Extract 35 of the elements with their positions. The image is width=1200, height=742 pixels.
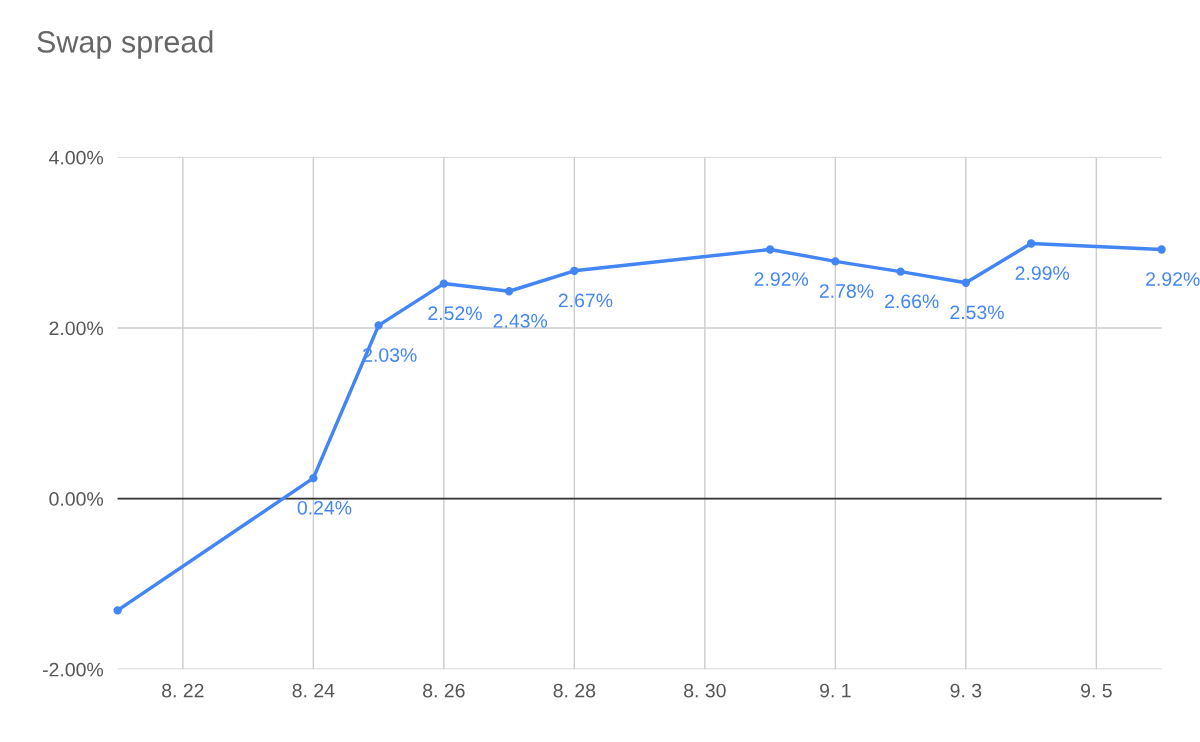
y-tick-label: 0.00% [49,492,104,506]
y-tick-label: 2.00% [49,321,104,336]
data-label: 2.78% [819,284,874,298]
x-tick-label: 8. 26 [423,683,465,698]
point [309,473,318,483]
y-tick-label: 4.00% [49,150,104,165]
data-label: 2.52% [428,306,482,321]
y-tick-label: -2.00% [42,662,104,677]
x-tick-label: 9. 5 [1081,683,1112,698]
data-label: 2.43% [493,314,548,328]
data-label: 2.66% [885,294,939,309]
point [113,606,122,615]
data-label: 2.92% [754,272,809,286]
x-tick-label: 8. 30 [684,683,726,698]
point [1157,245,1166,254]
point [831,257,840,266]
x-tick-label: 9. 3 [950,683,982,698]
x-tick-label: 8. 24 [292,683,335,698]
point [504,287,514,296]
point [765,245,775,254]
point [1026,239,1036,248]
point [570,266,579,275]
point [961,278,971,287]
point [439,279,449,288]
point [374,321,383,330]
x-tick-label: 8. 28 [553,683,596,698]
x-tick-label: 8. 22 [162,683,204,698]
data-label: 2.92% [1146,272,1200,286]
x-tick-label: 9. 1 [820,683,851,698]
data-label: 2.99% [1015,266,1070,280]
data-label: 0.24% [297,500,352,515]
chart-title: Swap spread [37,30,213,59]
point [896,267,905,276]
data-label: 2.53% [950,305,1004,320]
data-label: 2.67% [558,293,613,308]
